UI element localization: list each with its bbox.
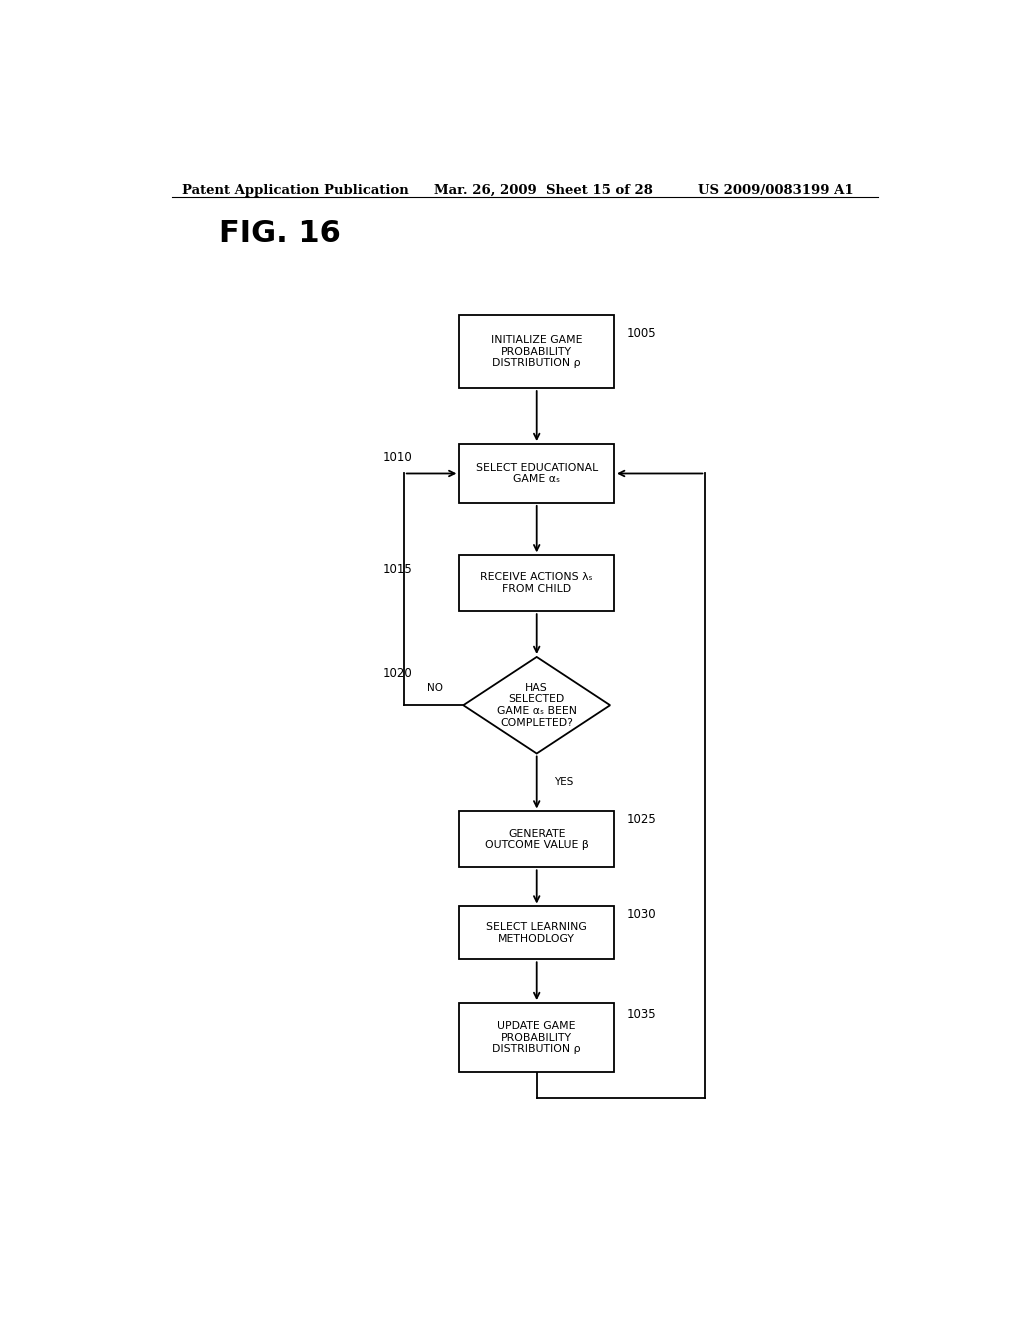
Text: 1020: 1020 bbox=[382, 667, 412, 680]
Text: NO: NO bbox=[427, 682, 443, 693]
FancyBboxPatch shape bbox=[460, 444, 614, 503]
FancyBboxPatch shape bbox=[460, 1003, 614, 1072]
Text: 1030: 1030 bbox=[627, 908, 656, 921]
Text: INITIALIZE GAME
PROBABILITY
DISTRIBUTION ρ: INITIALIZE GAME PROBABILITY DISTRIBUTION… bbox=[490, 335, 583, 368]
Text: UPDATE GAME
PROBABILITY
DISTRIBUTION ρ: UPDATE GAME PROBABILITY DISTRIBUTION ρ bbox=[493, 1020, 581, 1055]
FancyBboxPatch shape bbox=[460, 315, 614, 388]
FancyBboxPatch shape bbox=[460, 556, 614, 611]
Text: HAS
SELECTED
GAME αₛ BEEN
COMPLETED?: HAS SELECTED GAME αₛ BEEN COMPLETED? bbox=[497, 682, 577, 727]
Polygon shape bbox=[463, 657, 610, 754]
Text: RECEIVE ACTIONS λₛ
FROM CHILD: RECEIVE ACTIONS λₛ FROM CHILD bbox=[480, 573, 593, 594]
Text: SELECT LEARNING
METHODLOGY: SELECT LEARNING METHODLOGY bbox=[486, 923, 587, 944]
Text: 1025: 1025 bbox=[627, 813, 656, 825]
Text: 1035: 1035 bbox=[627, 1007, 656, 1020]
Text: FIG. 16: FIG. 16 bbox=[219, 219, 341, 248]
Text: 1005: 1005 bbox=[627, 327, 656, 339]
FancyBboxPatch shape bbox=[460, 907, 614, 960]
Text: US 2009/0083199 A1: US 2009/0083199 A1 bbox=[697, 183, 853, 197]
Text: SELECT EDUCATIONAL
GAME αₛ: SELECT EDUCATIONAL GAME αₛ bbox=[475, 463, 598, 484]
Text: YES: YES bbox=[554, 777, 573, 788]
Text: GENERATE
OUTCOME VALUE β: GENERATE OUTCOME VALUE β bbox=[484, 829, 589, 850]
FancyBboxPatch shape bbox=[460, 812, 614, 867]
Text: 1010: 1010 bbox=[382, 450, 412, 463]
Text: 1015: 1015 bbox=[382, 562, 412, 576]
Text: Patent Application Publication: Patent Application Publication bbox=[182, 183, 409, 197]
Text: Mar. 26, 2009  Sheet 15 of 28: Mar. 26, 2009 Sheet 15 of 28 bbox=[433, 183, 652, 197]
